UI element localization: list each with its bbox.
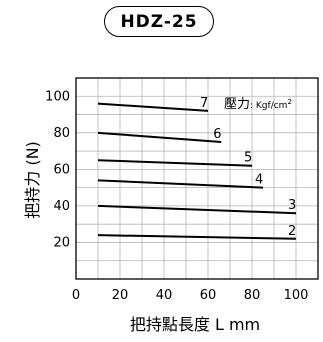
y-tick-label: 80 — [53, 126, 70, 141]
y-tick-labels: 20 40 60 80 100 — [45, 89, 70, 250]
x-axis-title: 把持點長度 L mm — [130, 315, 260, 334]
x-tick-label: 60 — [200, 288, 217, 303]
plot-frame — [75, 77, 319, 280]
y-tick-label: 100 — [45, 89, 70, 104]
x-tick-label: 80 — [244, 288, 261, 303]
y-tick-label: 60 — [53, 162, 70, 177]
series-lines — [97, 102, 297, 240]
series-label-2: 2 — [288, 224, 296, 239]
y-tick-label: 20 — [53, 235, 70, 250]
series-line-4 — [97, 179, 264, 189]
pressure-label-sup: 2 — [287, 98, 291, 106]
x-tick-label: 20 — [112, 288, 129, 303]
model-badge: HDZ-25 — [104, 6, 214, 37]
plot-border — [75, 77, 319, 280]
model-name: HDZ-25 — [120, 11, 198, 32]
x-tick-label: 40 — [156, 288, 173, 303]
grid-lines — [76, 78, 318, 279]
series-line-5 — [97, 159, 253, 167]
x-tick-labels: 0 20 40 60 80 100 — [72, 288, 309, 303]
x-tick-label: 100 — [284, 288, 309, 303]
series-label-7: 7 — [200, 96, 208, 111]
pressure-label-main: 壓力 — [224, 97, 250, 112]
pressure-unit-label: 壓力: Kgf/cm2 — [224, 97, 292, 112]
series-line-6 — [97, 131, 222, 143]
series-label-5: 5 — [244, 151, 252, 166]
series-label-6: 6 — [213, 127, 221, 142]
series-line-3 — [97, 204, 297, 215]
x-tick-label: 0 — [72, 288, 80, 303]
series-labels: 7 6 54 3 2 — [200, 96, 296, 239]
pressure-label-unit: : Kgf/cm — [250, 101, 287, 111]
series-label-3: 3 — [288, 198, 296, 213]
series-line-2 — [97, 234, 297, 240]
series-label-4: 4 — [255, 173, 263, 188]
y-tick-label: 40 — [53, 199, 70, 214]
series-line-7 — [97, 102, 209, 112]
y-axis-title: 把持力 (N) — [23, 141, 42, 219]
